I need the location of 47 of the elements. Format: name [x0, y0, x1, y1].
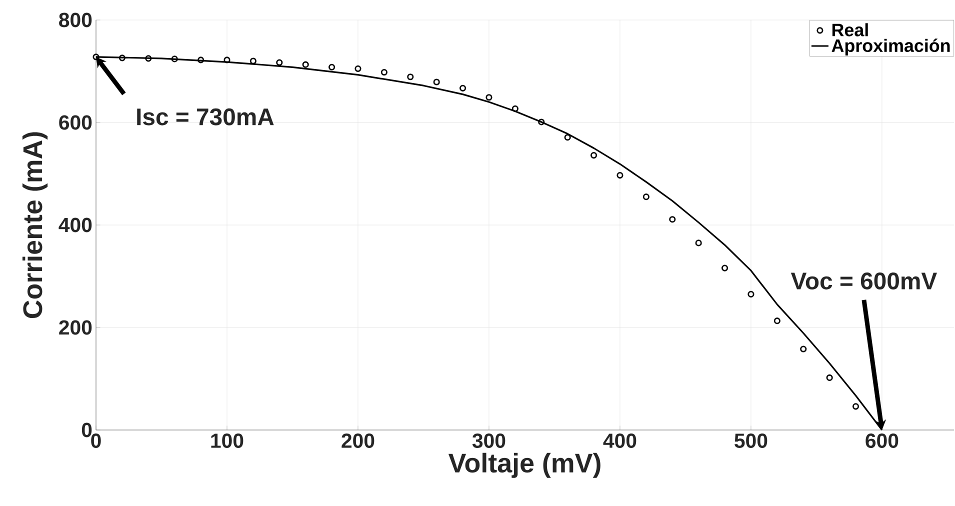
point — [224, 56, 230, 64]
point — [512, 105, 518, 112]
x-tick-label: 600 — [866, 434, 898, 448]
x-tick-label: 100 — [211, 434, 244, 448]
point — [380, 68, 388, 76]
y-tick-label: 0 — [82, 422, 92, 438]
point — [669, 216, 676, 223]
point — [564, 134, 571, 141]
point — [407, 74, 414, 80]
y-tick-label: 400 — [58, 218, 92, 232]
point — [302, 61, 309, 68]
point — [486, 94, 492, 101]
x-tick-label: 200 — [342, 434, 374, 448]
x-tick-label: 300 — [472, 434, 506, 448]
x-tick-label: 0 — [91, 434, 101, 448]
x-axis-title: Voltaje (mV) — [448, 452, 600, 478]
point — [354, 65, 362, 72]
y-tick-label: 600 — [59, 115, 92, 130]
point — [748, 290, 754, 298]
y-tick-label: 200 — [59, 320, 92, 335]
legend-label: Real — [832, 23, 868, 36]
point — [118, 54, 126, 62]
point — [145, 55, 152, 62]
point — [826, 374, 833, 382]
x-tick-label: 400 — [603, 434, 636, 448]
x-tick-label: 500 — [734, 434, 768, 448]
point — [800, 346, 807, 352]
point — [721, 264, 728, 272]
annotation: Isc = 730mA — [137, 108, 274, 126]
point — [250, 58, 256, 64]
point — [171, 56, 178, 62]
point — [616, 172, 624, 179]
point — [774, 318, 780, 324]
point — [433, 78, 440, 86]
point — [328, 64, 336, 70]
annotation: Voc = 600mV — [790, 272, 937, 290]
point — [198, 56, 204, 64]
y-tick-label: 800 — [59, 12, 92, 28]
point — [276, 59, 283, 66]
point — [459, 84, 466, 92]
point — [852, 403, 860, 410]
y-axis-title: Corriente (mA) — [22, 132, 48, 318]
point — [538, 118, 545, 126]
legend-label: Aproximación — [832, 38, 950, 56]
point — [590, 152, 598, 159]
point — [695, 240, 702, 246]
point — [642, 194, 650, 200]
